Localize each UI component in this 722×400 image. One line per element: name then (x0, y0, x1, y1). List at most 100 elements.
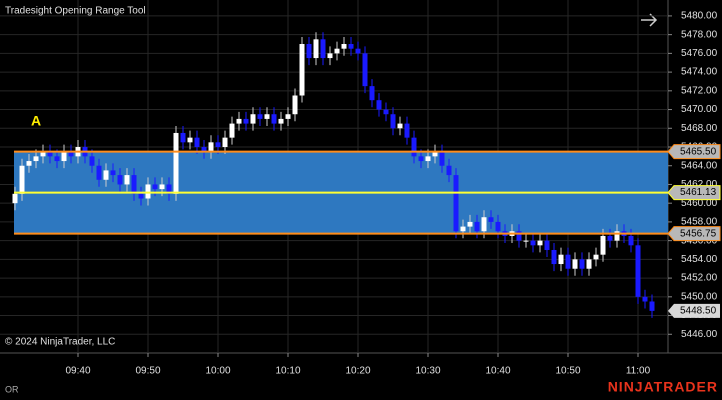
candle-body (103, 170, 109, 180)
candle-body (334, 48, 340, 54)
y-tick-label: 5478.00 (681, 29, 718, 40)
x-tick-label: 10:10 (275, 366, 300, 377)
price-tag-label: 5456.75 (680, 228, 717, 239)
brand: NINJATRADER (608, 379, 718, 395)
candle-body (61, 151, 67, 162)
candle-body (432, 151, 438, 157)
candle-body (649, 301, 655, 311)
candle-body (642, 296, 648, 302)
candle-body (243, 118, 249, 124)
candle-body (614, 231, 620, 241)
candle-body (313, 39, 319, 59)
price-tag-label: 5461.13 (680, 187, 717, 198)
x-tick-label: 10:30 (415, 366, 440, 377)
candle-body (376, 100, 382, 110)
candle-body (474, 221, 480, 232)
candle-body (138, 193, 144, 199)
candle-body (558, 254, 564, 265)
candle-body (579, 259, 585, 269)
candle-body (257, 114, 263, 119)
candle-body (180, 132, 186, 143)
candle-body (299, 44, 305, 96)
candle-body (390, 114, 396, 129)
candle-body (236, 118, 242, 124)
y-tick-label: 5468.00 (681, 123, 718, 134)
candle-body (208, 142, 214, 152)
y-tick-label: 5480.00 (681, 11, 718, 22)
candle-body (306, 44, 312, 59)
y-tick-label: 5470.00 (681, 104, 718, 115)
x-tick-label: 09:50 (135, 366, 160, 377)
candle-body (362, 53, 368, 87)
candle-body (159, 184, 165, 190)
candle-body (460, 226, 466, 232)
candle-body (187, 137, 193, 143)
candle-body (250, 114, 256, 124)
candle-body (194, 137, 200, 148)
x-tick-label: 09:40 (65, 366, 90, 377)
candle-body (271, 114, 277, 124)
candle-body (369, 86, 375, 101)
candle-body (635, 245, 641, 297)
candle-body (96, 165, 102, 180)
y-tick-label: 5452.00 (681, 273, 718, 284)
candle-body (26, 161, 32, 166)
candle-body (516, 231, 522, 241)
candle-body (418, 156, 424, 162)
y-tick-label: 5472.00 (681, 85, 718, 96)
candle-body (12, 193, 18, 204)
candle-body (530, 240, 536, 246)
candle-body (110, 170, 116, 176)
y-tick-label: 5446.00 (681, 329, 718, 340)
y-tick-label: 5454.00 (681, 254, 718, 265)
candle-body (124, 175, 130, 185)
price-tag-label: 5465.50 (680, 146, 717, 157)
y-tick-label: 5462.00 (681, 179, 718, 190)
candle-body (397, 123, 403, 129)
y-tick-label: 5450.00 (681, 291, 718, 302)
candle-body (537, 240, 543, 246)
candle-body (572, 259, 578, 269)
y-tick-label: 5474.00 (681, 67, 718, 78)
candle-body (628, 235, 634, 246)
candle-body (348, 44, 354, 49)
candle-body (593, 254, 599, 260)
candle-body (285, 114, 291, 119)
y-tick-label: 5460.00 (681, 198, 718, 209)
candle-body (222, 137, 228, 148)
y-tick-label: 5476.00 (681, 48, 718, 59)
footer-label: OR (5, 384, 19, 394)
candle-body (19, 165, 25, 194)
candle-body (320, 39, 326, 59)
y-tick-label: 5458.00 (681, 217, 718, 228)
candle-body (145, 184, 151, 199)
candle-body (586, 259, 592, 269)
candle-body (495, 221, 501, 232)
candle-body (89, 156, 95, 166)
price-tag (667, 144, 721, 160)
candle-body (229, 123, 235, 138)
candle-body (523, 240, 529, 242)
candle-body (467, 221, 473, 227)
candle-body (411, 137, 417, 157)
candle-body (278, 118, 284, 124)
candle-body (565, 254, 571, 269)
candle-body (341, 44, 347, 49)
candle-body (292, 95, 298, 115)
y-tick-label: 5464.00 (681, 160, 718, 171)
last-price-tag (668, 303, 720, 318)
candle-body (264, 114, 270, 119)
candle-body (439, 151, 445, 166)
x-tick-label: 10:40 (485, 366, 510, 377)
candle-body (152, 184, 158, 190)
candle-body (327, 53, 333, 59)
candle-body (215, 142, 221, 148)
x-tick-label: 10:20 (345, 366, 370, 377)
candle-body (131, 175, 137, 194)
candle-body (117, 175, 123, 185)
x-tick-label: 11:00 (626, 366, 651, 377)
candle-body (481, 217, 487, 232)
candle-body (446, 165, 452, 176)
